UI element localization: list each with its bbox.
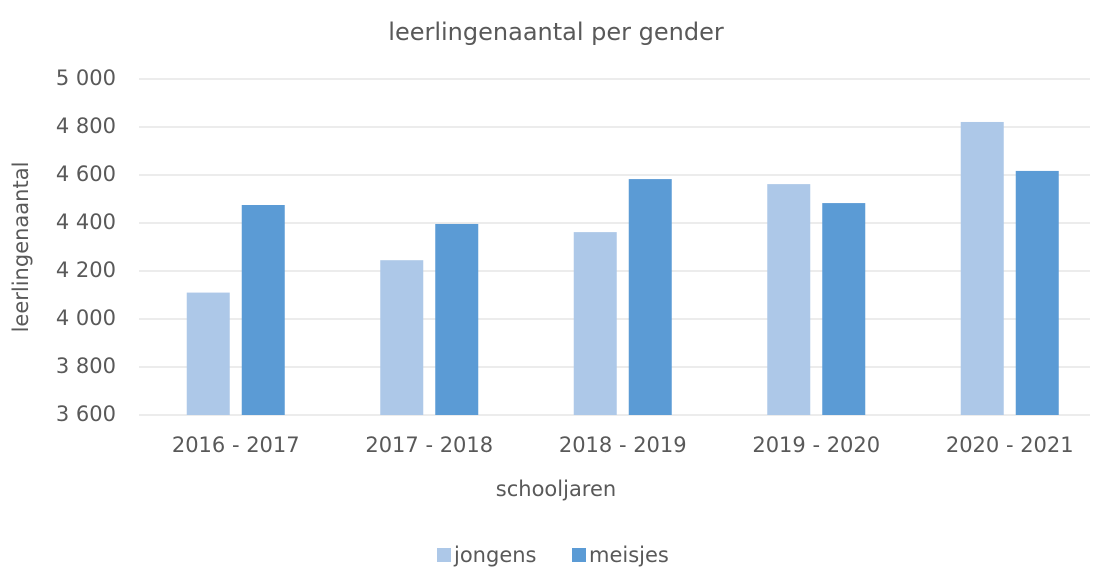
x-axis-title: schooljaren bbox=[496, 477, 616, 501]
y-tick-label: 4 200 bbox=[56, 258, 116, 282]
bar bbox=[435, 223, 479, 415]
y-tick-label: 5 000 bbox=[56, 66, 116, 90]
y-axis-title: leerlingenaantal bbox=[9, 162, 33, 333]
x-tick-label: 2016 - 2017 bbox=[172, 433, 300, 457]
bar bbox=[1015, 170, 1059, 415]
bar bbox=[960, 121, 1004, 416]
x-tick-label: 2020 - 2021 bbox=[946, 433, 1074, 457]
bar bbox=[241, 205, 285, 415]
x-tick-label: 2017 - 2018 bbox=[365, 433, 493, 457]
y-tick-label: 3 800 bbox=[56, 354, 116, 378]
bar bbox=[628, 179, 672, 415]
chart-title: leerlingenaantal per gender bbox=[388, 18, 724, 46]
bar bbox=[186, 292, 230, 415]
x-tick-label: 2019 - 2020 bbox=[752, 433, 880, 457]
bar bbox=[573, 232, 617, 415]
bar bbox=[822, 203, 866, 415]
legend-label: meisjes bbox=[589, 543, 669, 567]
x-tick-label: 2018 - 2019 bbox=[559, 433, 687, 457]
bar bbox=[380, 260, 424, 415]
legend-label: jongens bbox=[453, 543, 537, 567]
y-tick-label: 4 400 bbox=[56, 210, 116, 234]
bar bbox=[767, 184, 811, 415]
y-tick-label: 4 600 bbox=[56, 162, 116, 186]
legend-swatch bbox=[437, 548, 451, 562]
y-tick-label: 4 000 bbox=[56, 306, 116, 330]
y-tick-label: 4 800 bbox=[56, 114, 116, 138]
legend-swatch bbox=[572, 548, 586, 562]
y-tick-label: 3 600 bbox=[56, 402, 116, 426]
